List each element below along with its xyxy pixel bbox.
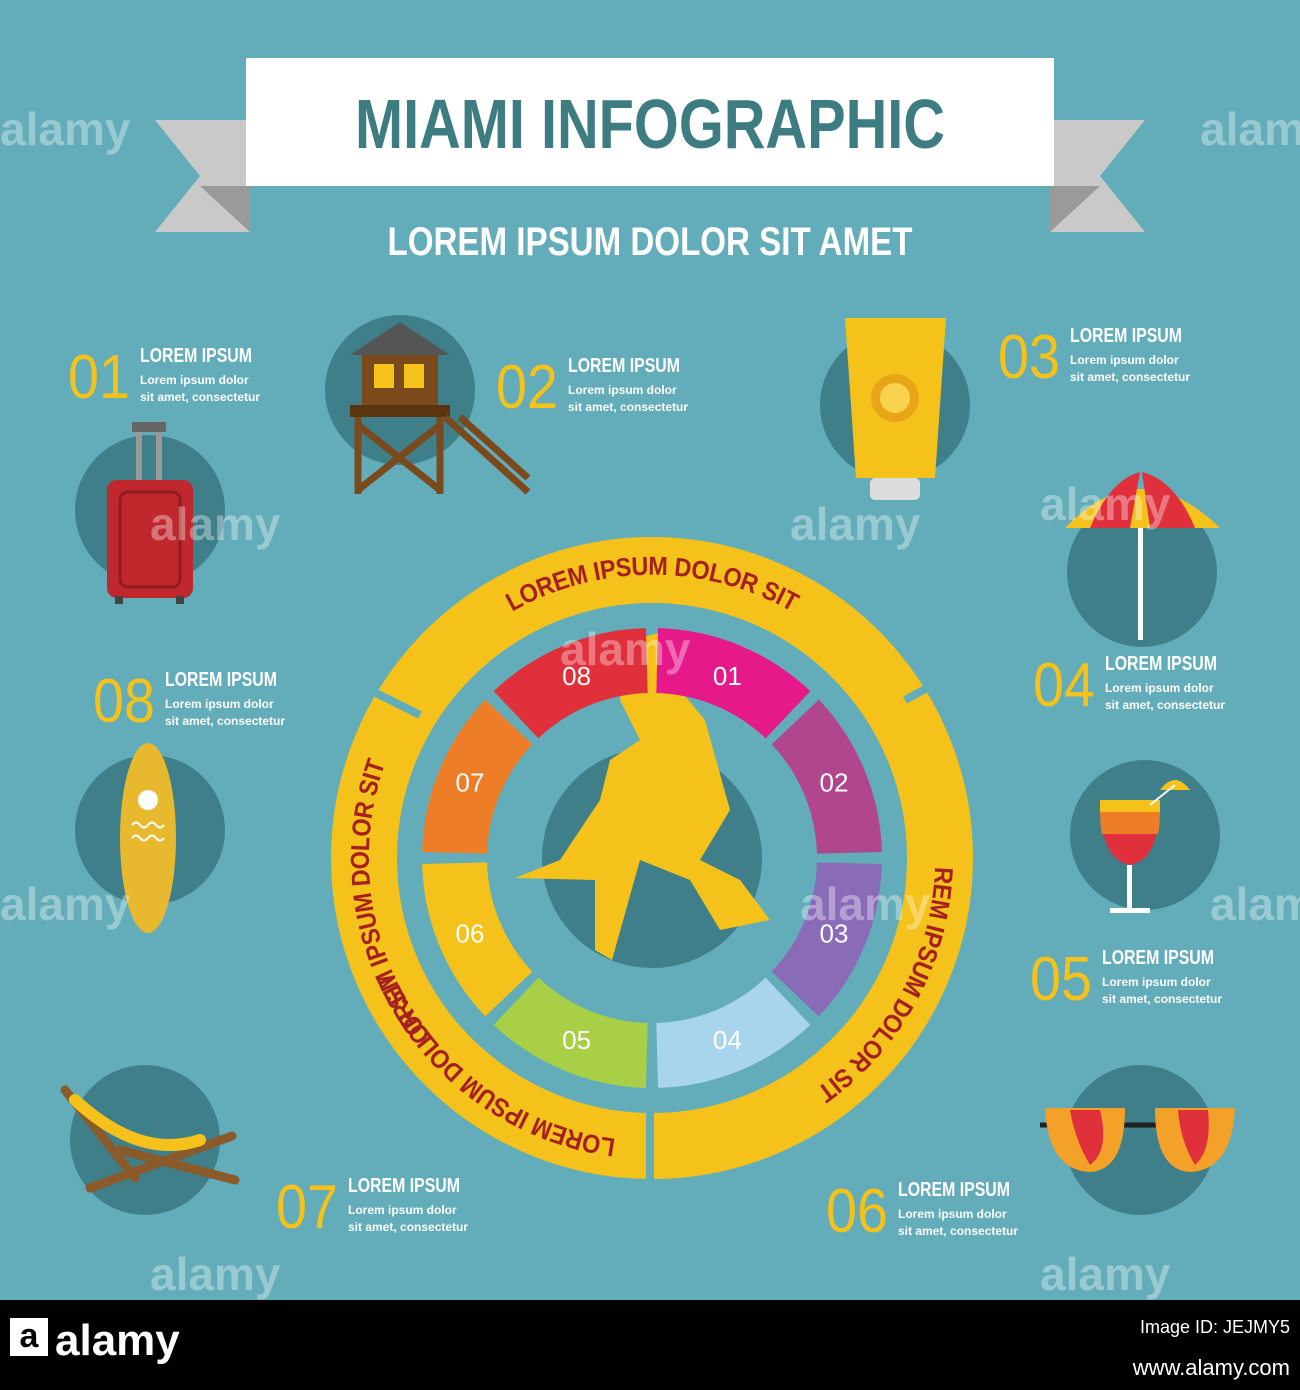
segment-label: 01 xyxy=(713,661,742,691)
item-title: LOREM IPSUM xyxy=(568,355,680,377)
watermark: alamy xyxy=(1040,478,1171,530)
segment-label: 03 xyxy=(820,918,849,948)
item-text: sit amet, consectetur xyxy=(1102,992,1222,1006)
item-text: sit amet, consectetur xyxy=(1070,370,1190,384)
item-text: sit amet, consectetur xyxy=(165,714,285,728)
beach-chair-icon xyxy=(60,1085,240,1193)
item-number: 05 xyxy=(1030,945,1092,1014)
segment xyxy=(493,628,648,739)
watermark: alamy xyxy=(800,878,931,930)
watermark: alamy xyxy=(560,623,691,675)
item-number: 06 xyxy=(826,1177,888,1246)
item-number: 07 xyxy=(276,1173,338,1242)
url: www.alamy.com xyxy=(1132,1355,1290,1380)
item-text: Lorem ipsum dolor xyxy=(898,1207,1007,1221)
item-text: Lorem ipsum dolor xyxy=(1105,681,1214,695)
watermark: alamy xyxy=(1210,878,1300,930)
subtitle: LOREM IPSUM DOLOR SIT AMET xyxy=(388,220,913,264)
lifeguard-tower-icon xyxy=(350,322,531,495)
item-text: Lorem ipsum dolor xyxy=(165,697,274,711)
banner xyxy=(155,58,1145,232)
watermark: alamy xyxy=(150,498,281,550)
segment xyxy=(422,862,533,1017)
item-title: LOREM IPSUM xyxy=(1070,325,1182,347)
item-title: LOREM IPSUM xyxy=(898,1179,1010,1201)
segment-label: 06 xyxy=(456,918,485,948)
item-text: sit amet, consectetur xyxy=(898,1224,1018,1238)
segment xyxy=(771,862,882,1017)
segment-label: 02 xyxy=(820,768,849,798)
item-title: LOREM IPSUM xyxy=(1102,947,1214,969)
footer-bar xyxy=(0,1300,1300,1390)
sunscreen-icon xyxy=(845,318,946,500)
segment-label: 07 xyxy=(456,768,485,798)
segment xyxy=(771,699,882,854)
suitcase-icon xyxy=(107,422,193,604)
watermarks: alamy alamy alamy alamy alamy alamy alamy alamy… xyxy=(0,103,1300,1300)
segment xyxy=(656,628,811,739)
item-title: LOREM IPSUM xyxy=(140,345,252,367)
segment xyxy=(656,977,811,1088)
watermark: alamy xyxy=(0,878,131,930)
surfboard-icon xyxy=(120,743,176,933)
segment-label: 08 xyxy=(562,661,591,691)
item-text: Lorem ipsum dolor xyxy=(568,383,677,397)
miami-map xyxy=(515,630,770,960)
item-text: Lorem ipsum dolor xyxy=(348,1203,457,1217)
title: MIAMI INFOGRAPHIC xyxy=(355,85,945,163)
items: 01 LOREM IPSUM Lorem ipsum dolor sit amet, … xyxy=(68,323,1225,1246)
item-number: 01 xyxy=(68,343,130,412)
ring-breaks xyxy=(368,666,962,1180)
segment-label: 05 xyxy=(562,1025,591,1055)
watermark: alamy xyxy=(0,103,131,155)
item-text: sit amet, consectetur xyxy=(1105,698,1225,712)
item-text: Lorem ipsum dolor xyxy=(1102,975,1211,989)
umbrella-icon xyxy=(1065,472,1220,640)
item-number: 03 xyxy=(998,323,1060,392)
cocktail-icon xyxy=(1100,780,1190,913)
logo-mark: a xyxy=(20,1317,40,1355)
item-text: sit amet, consectetur xyxy=(348,1220,468,1234)
segment xyxy=(493,977,648,1088)
item-number: 02 xyxy=(496,353,558,422)
item-number: 04 xyxy=(1033,651,1095,720)
item-title: LOREM IPSUM xyxy=(165,669,277,691)
watermark: alamy xyxy=(1200,103,1300,155)
item-text: sit amet, consectetur xyxy=(140,390,260,404)
item-title: LOREM IPSUM xyxy=(348,1175,460,1197)
logo: alamy xyxy=(55,1316,180,1365)
sunglasses-icon xyxy=(1040,1108,1235,1172)
image-id: Image ID: JEJMY5 xyxy=(1140,1317,1290,1337)
watermark: alamy xyxy=(150,1248,281,1300)
watermark: alamy xyxy=(790,498,921,550)
item-text: sit amet, consectetur xyxy=(568,400,688,414)
item-text: Lorem ipsum dolor xyxy=(1070,353,1179,367)
item-text: Lorem ipsum dolor xyxy=(140,373,249,387)
item-title: LOREM IPSUM xyxy=(1105,653,1217,675)
segment xyxy=(422,699,533,854)
segment-label: 04 xyxy=(713,1025,742,1055)
watermark: alamy xyxy=(1040,1248,1171,1300)
item-number: 08 xyxy=(93,667,155,736)
logo-box xyxy=(10,1318,48,1356)
